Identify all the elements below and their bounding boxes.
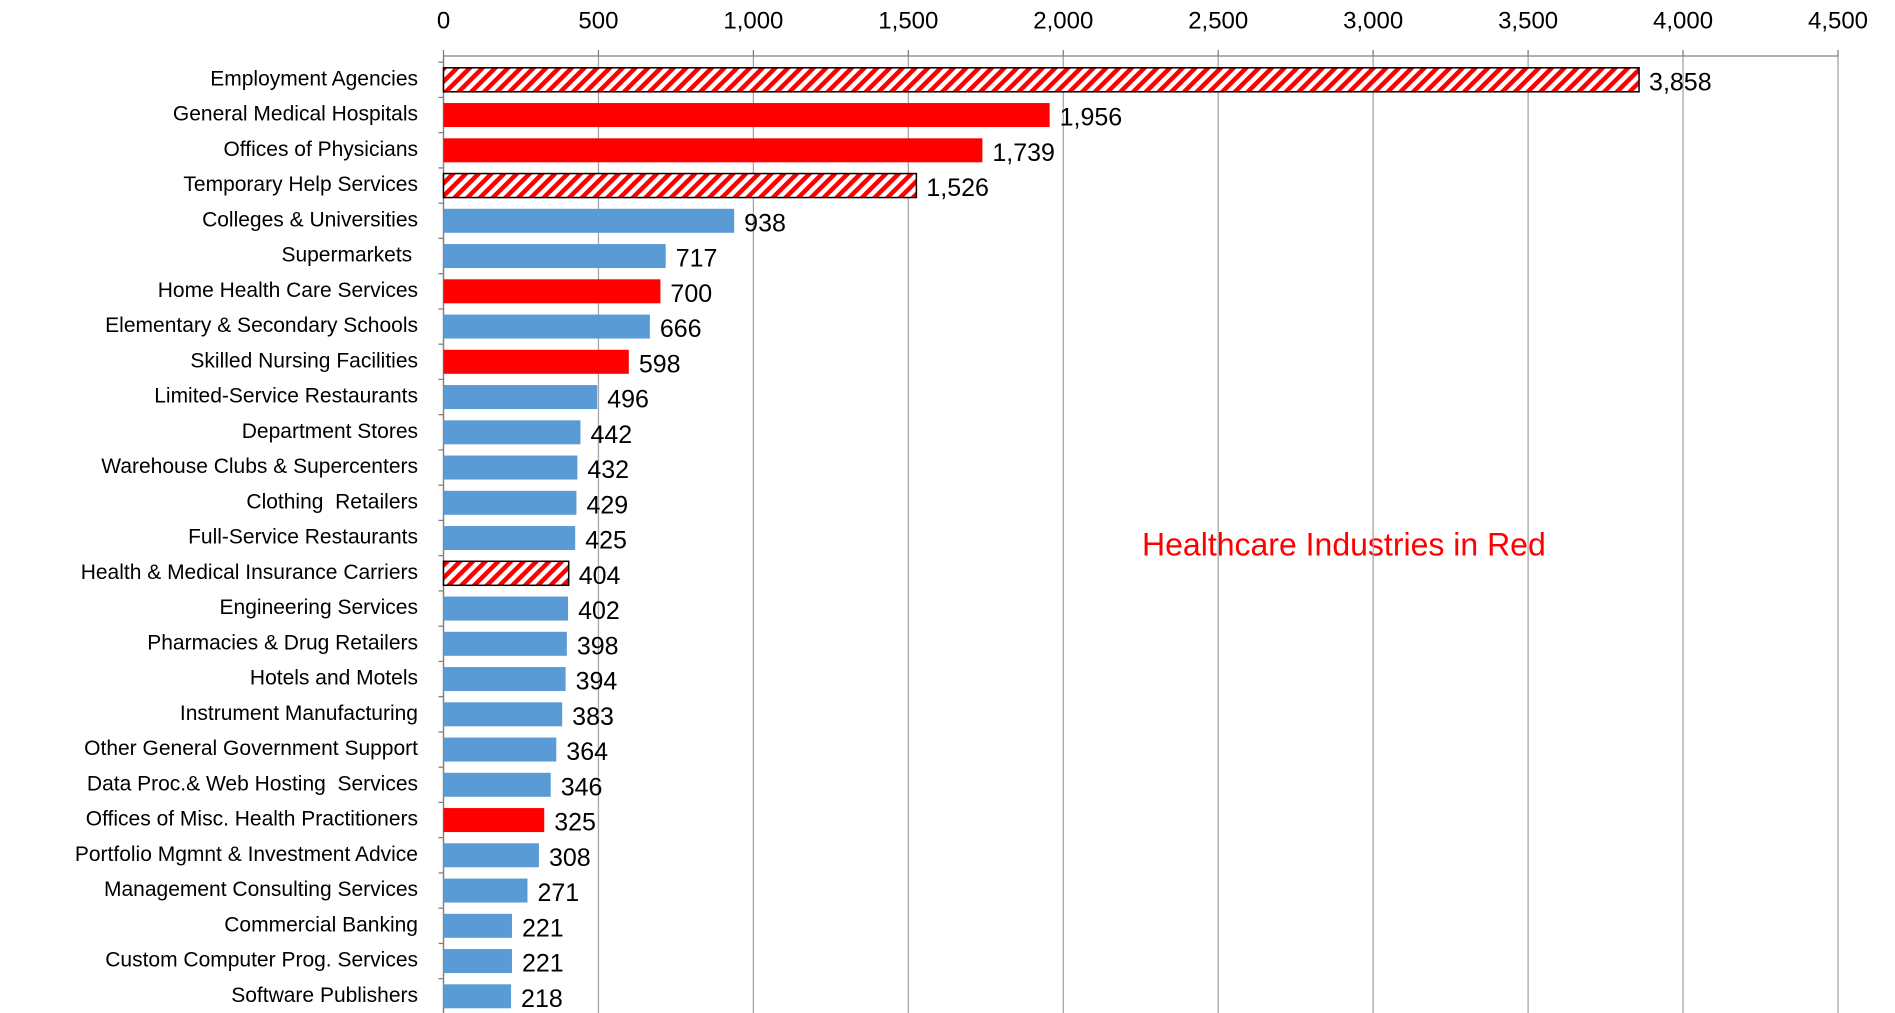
- value-label: 717: [676, 245, 718, 273]
- value-label: 666: [660, 315, 702, 343]
- y-tick-label: Supermarkets: [281, 244, 418, 267]
- x-tick-label: 1,500: [878, 7, 938, 34]
- value-label: 221: [522, 914, 564, 942]
- y-tick-label: Offices of Misc. Health Practitioners: [86, 808, 418, 831]
- bar: [443, 526, 576, 551]
- y-tick-label: Hotels and Motels: [250, 667, 418, 690]
- bar: [443, 103, 1050, 128]
- y-tick-label: Colleges & Universities: [202, 208, 418, 231]
- y-tick-label: Commercial Banking: [224, 913, 418, 936]
- annotation: Healthcare Industries in Red: [1142, 526, 1546, 562]
- y-tick-label: Pharmacies & Drug Retailers: [147, 631, 418, 654]
- value-label: 383: [572, 703, 614, 731]
- x-tick-label: 500: [578, 7, 618, 34]
- y-tick-label: Home Health Care Services: [158, 279, 418, 302]
- bar: [442, 560, 570, 587]
- x-tick-label: 2,000: [1033, 7, 1093, 34]
- value-label: 3,858: [1649, 68, 1712, 96]
- value-label: 425: [585, 527, 627, 555]
- bar: [442, 172, 918, 199]
- value-label: 1,956: [1060, 104, 1123, 132]
- value-label: 700: [670, 280, 712, 308]
- bar: [443, 913, 512, 938]
- y-tick-label: Offices of Physicians: [223, 138, 418, 161]
- value-label: 325: [554, 809, 596, 837]
- value-label: 394: [576, 668, 618, 696]
- x-tick-label: 4,000: [1653, 7, 1713, 34]
- y-tick-label: Custom Computer Prog. Services: [105, 949, 418, 972]
- y-tick-label: Employment Agencies: [210, 67, 418, 90]
- bar: [442, 67, 1640, 93]
- x-tick-label: 4,500: [1808, 7, 1868, 34]
- x-tick-label: 0: [437, 7, 450, 34]
- bar: [443, 808, 545, 833]
- y-tick-label: Instrument Manufacturing: [180, 702, 418, 725]
- bar: [443, 702, 563, 727]
- y-tick-label: General Medical Hospitals: [173, 103, 418, 126]
- bar: [443, 420, 581, 445]
- value-label: 429: [586, 491, 628, 519]
- y-tick-label: Temporary Help Services: [183, 173, 418, 196]
- bar: [443, 949, 512, 974]
- y-tick-label: Portfolio Mgmnt & Investment Advice: [75, 843, 418, 866]
- value-label: 432: [587, 456, 629, 484]
- value-label: 398: [577, 632, 619, 660]
- value-label: 1,739: [992, 139, 1055, 167]
- bar: [443, 455, 578, 480]
- bar: [443, 984, 512, 1009]
- y-tick-label: Warehouse Clubs & Supercenters: [101, 455, 418, 478]
- value-label: 442: [590, 421, 632, 449]
- y-tick-label: Management Consulting Services: [104, 878, 418, 901]
- y-tick-label: Limited-Service Restaurants: [154, 385, 418, 408]
- bar: [443, 631, 567, 656]
- y-tick-label: Software Publishers: [231, 984, 418, 1007]
- value-label: 308: [549, 844, 591, 872]
- bar: [443, 349, 629, 374]
- bar: [443, 737, 557, 762]
- y-tick-label: Other General Government Support: [84, 737, 418, 760]
- x-tick-label: 3,500: [1498, 7, 1558, 34]
- y-tick-label: Engineering Services: [220, 596, 418, 619]
- value-label: 364: [566, 738, 608, 766]
- bar: [443, 279, 661, 304]
- bar: [443, 596, 569, 621]
- value-label: 221: [522, 950, 564, 978]
- bar: [443, 772, 551, 797]
- y-tick-label: Clothing Retailers: [246, 490, 418, 513]
- value-label: 346: [561, 773, 603, 801]
- value-label: 938: [744, 209, 786, 237]
- value-label: 404: [579, 562, 621, 590]
- bar: [443, 244, 666, 269]
- x-tick-label: 3,000: [1343, 7, 1403, 34]
- bar: [443, 385, 598, 410]
- value-label: 598: [639, 350, 681, 378]
- bar: [443, 878, 528, 903]
- value-label: 271: [537, 879, 579, 907]
- value-label: 1,526: [926, 174, 989, 202]
- x-tick-label: 1,000: [723, 7, 783, 34]
- value-label: 496: [607, 386, 649, 414]
- bar: [443, 208, 735, 233]
- value-label: 402: [578, 597, 620, 625]
- bar: [443, 490, 577, 515]
- y-tick-label: Full-Service Restaurants: [188, 526, 418, 549]
- y-tick-label: Skilled Nursing Facilities: [190, 349, 418, 372]
- y-tick-label: Health & Medical Insurance Carriers: [81, 561, 418, 584]
- bar: [443, 314, 650, 339]
- bar: [443, 138, 983, 163]
- y-tick-label: Elementary & Secondary Schools: [105, 314, 418, 337]
- bar: [443, 843, 539, 868]
- y-tick-label: Department Stores: [242, 420, 418, 443]
- value-label: 218: [521, 985, 563, 1013]
- bar: [443, 667, 566, 692]
- x-tick-label: 2,500: [1188, 7, 1248, 34]
- y-tick-label: Data Proc.& Web Hosting Services: [87, 772, 418, 795]
